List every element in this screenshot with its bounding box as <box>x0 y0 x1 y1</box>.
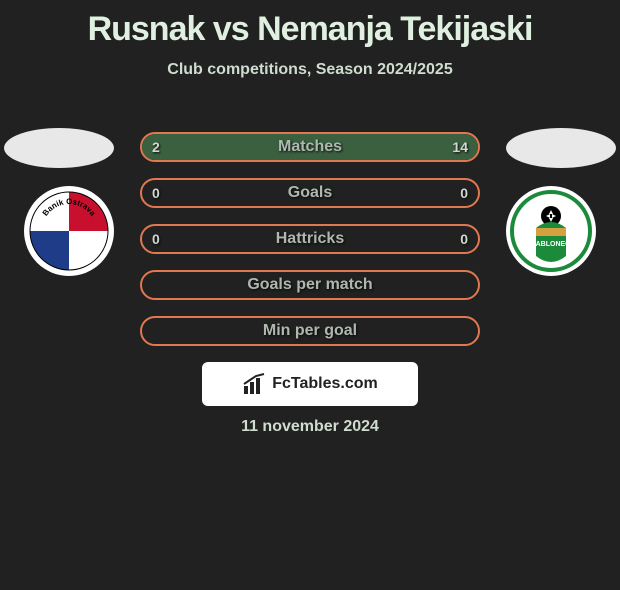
stat-fill-left <box>142 134 182 160</box>
stat-label: Hattricks <box>276 230 344 248</box>
watermark-text: FcTables.com <box>272 375 378 393</box>
page-title: Rusnak vs Nemanja Tekijaski <box>0 10 620 49</box>
stat-value-left: 0 <box>152 231 160 247</box>
svg-text:JABLONEC: JABLONEC <box>532 241 571 248</box>
stat-value-right: 0 <box>460 231 468 247</box>
stat-label: Goals <box>288 184 332 202</box>
jablonec-crest-icon: JABLONEC <box>506 186 596 276</box>
stat-value-left: 0 <box>152 185 160 201</box>
club-crest-left: Banik Ostrava <box>24 186 114 276</box>
stat-value-right: 14 <box>452 139 468 155</box>
player-right-ellipse <box>506 128 616 168</box>
player-left-ellipse <box>4 128 114 168</box>
stat-row: Goals per match <box>140 270 480 300</box>
subtitle: Club competitions, Season 2024/2025 <box>0 61 620 79</box>
date-text: 11 november 2024 <box>0 418 620 436</box>
club-crest-right: JABLONEC <box>506 186 596 276</box>
watermark: FcTables.com <box>202 362 418 406</box>
stat-value-right: 0 <box>460 185 468 201</box>
stat-row: Goals 0 0 <box>140 178 480 208</box>
stat-label: Min per goal <box>263 322 357 340</box>
stat-row: Min per goal <box>140 316 480 346</box>
stat-label: Goals per match <box>247 276 372 294</box>
chart-icon <box>242 372 266 396</box>
stat-row: Hattricks 0 0 <box>140 224 480 254</box>
stats-column: Matches 2 14 Goals 0 0 Hattricks 0 0 Goals per ma… <box>140 132 480 362</box>
stat-value-left: 2 <box>152 139 160 155</box>
banik-ostrava-crest-icon: Banik Ostrava <box>24 186 114 276</box>
stat-row: Matches 2 14 <box>140 132 480 162</box>
stat-label: Matches <box>278 138 342 156</box>
